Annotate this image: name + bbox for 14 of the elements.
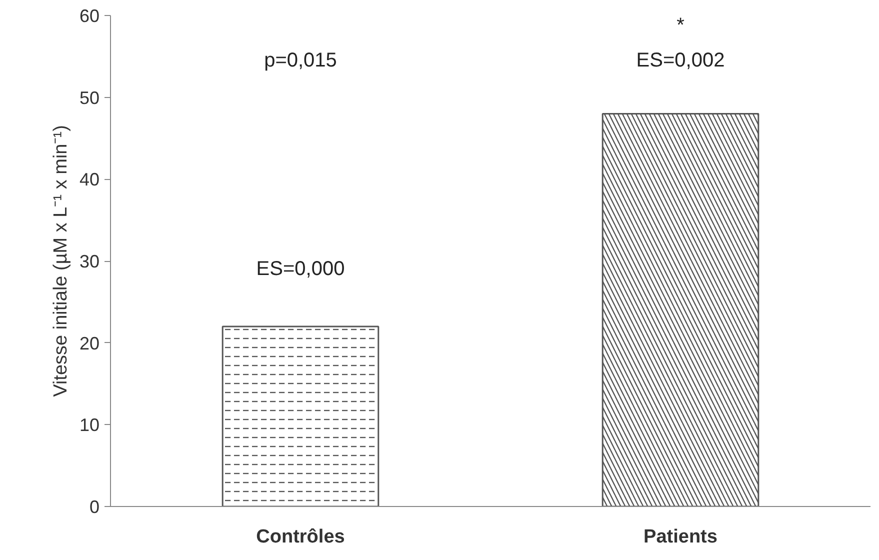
y-axis-title: Vitesse initiale (µM x L⁻¹ x min⁻¹) (50, 125, 72, 397)
x-tick-label: Patients (644, 526, 718, 548)
annotation: * (676, 14, 685, 36)
y-tick-label: 20 (79, 333, 100, 354)
annotation: ES=0,000 (256, 258, 345, 280)
y-tick-label: 0 (89, 497, 100, 517)
y-tick-label: 30 (79, 252, 100, 272)
annotation: p=0,015 (264, 50, 337, 72)
x-tick-label: Contrôles (256, 526, 345, 548)
y-tick-label: 60 (79, 6, 100, 26)
annotation: ES=0,002 (636, 50, 725, 72)
y-tick-label: 50 (79, 88, 100, 108)
y-tick-label: 10 (79, 415, 100, 436)
y-tick-label: 40 (79, 170, 100, 190)
